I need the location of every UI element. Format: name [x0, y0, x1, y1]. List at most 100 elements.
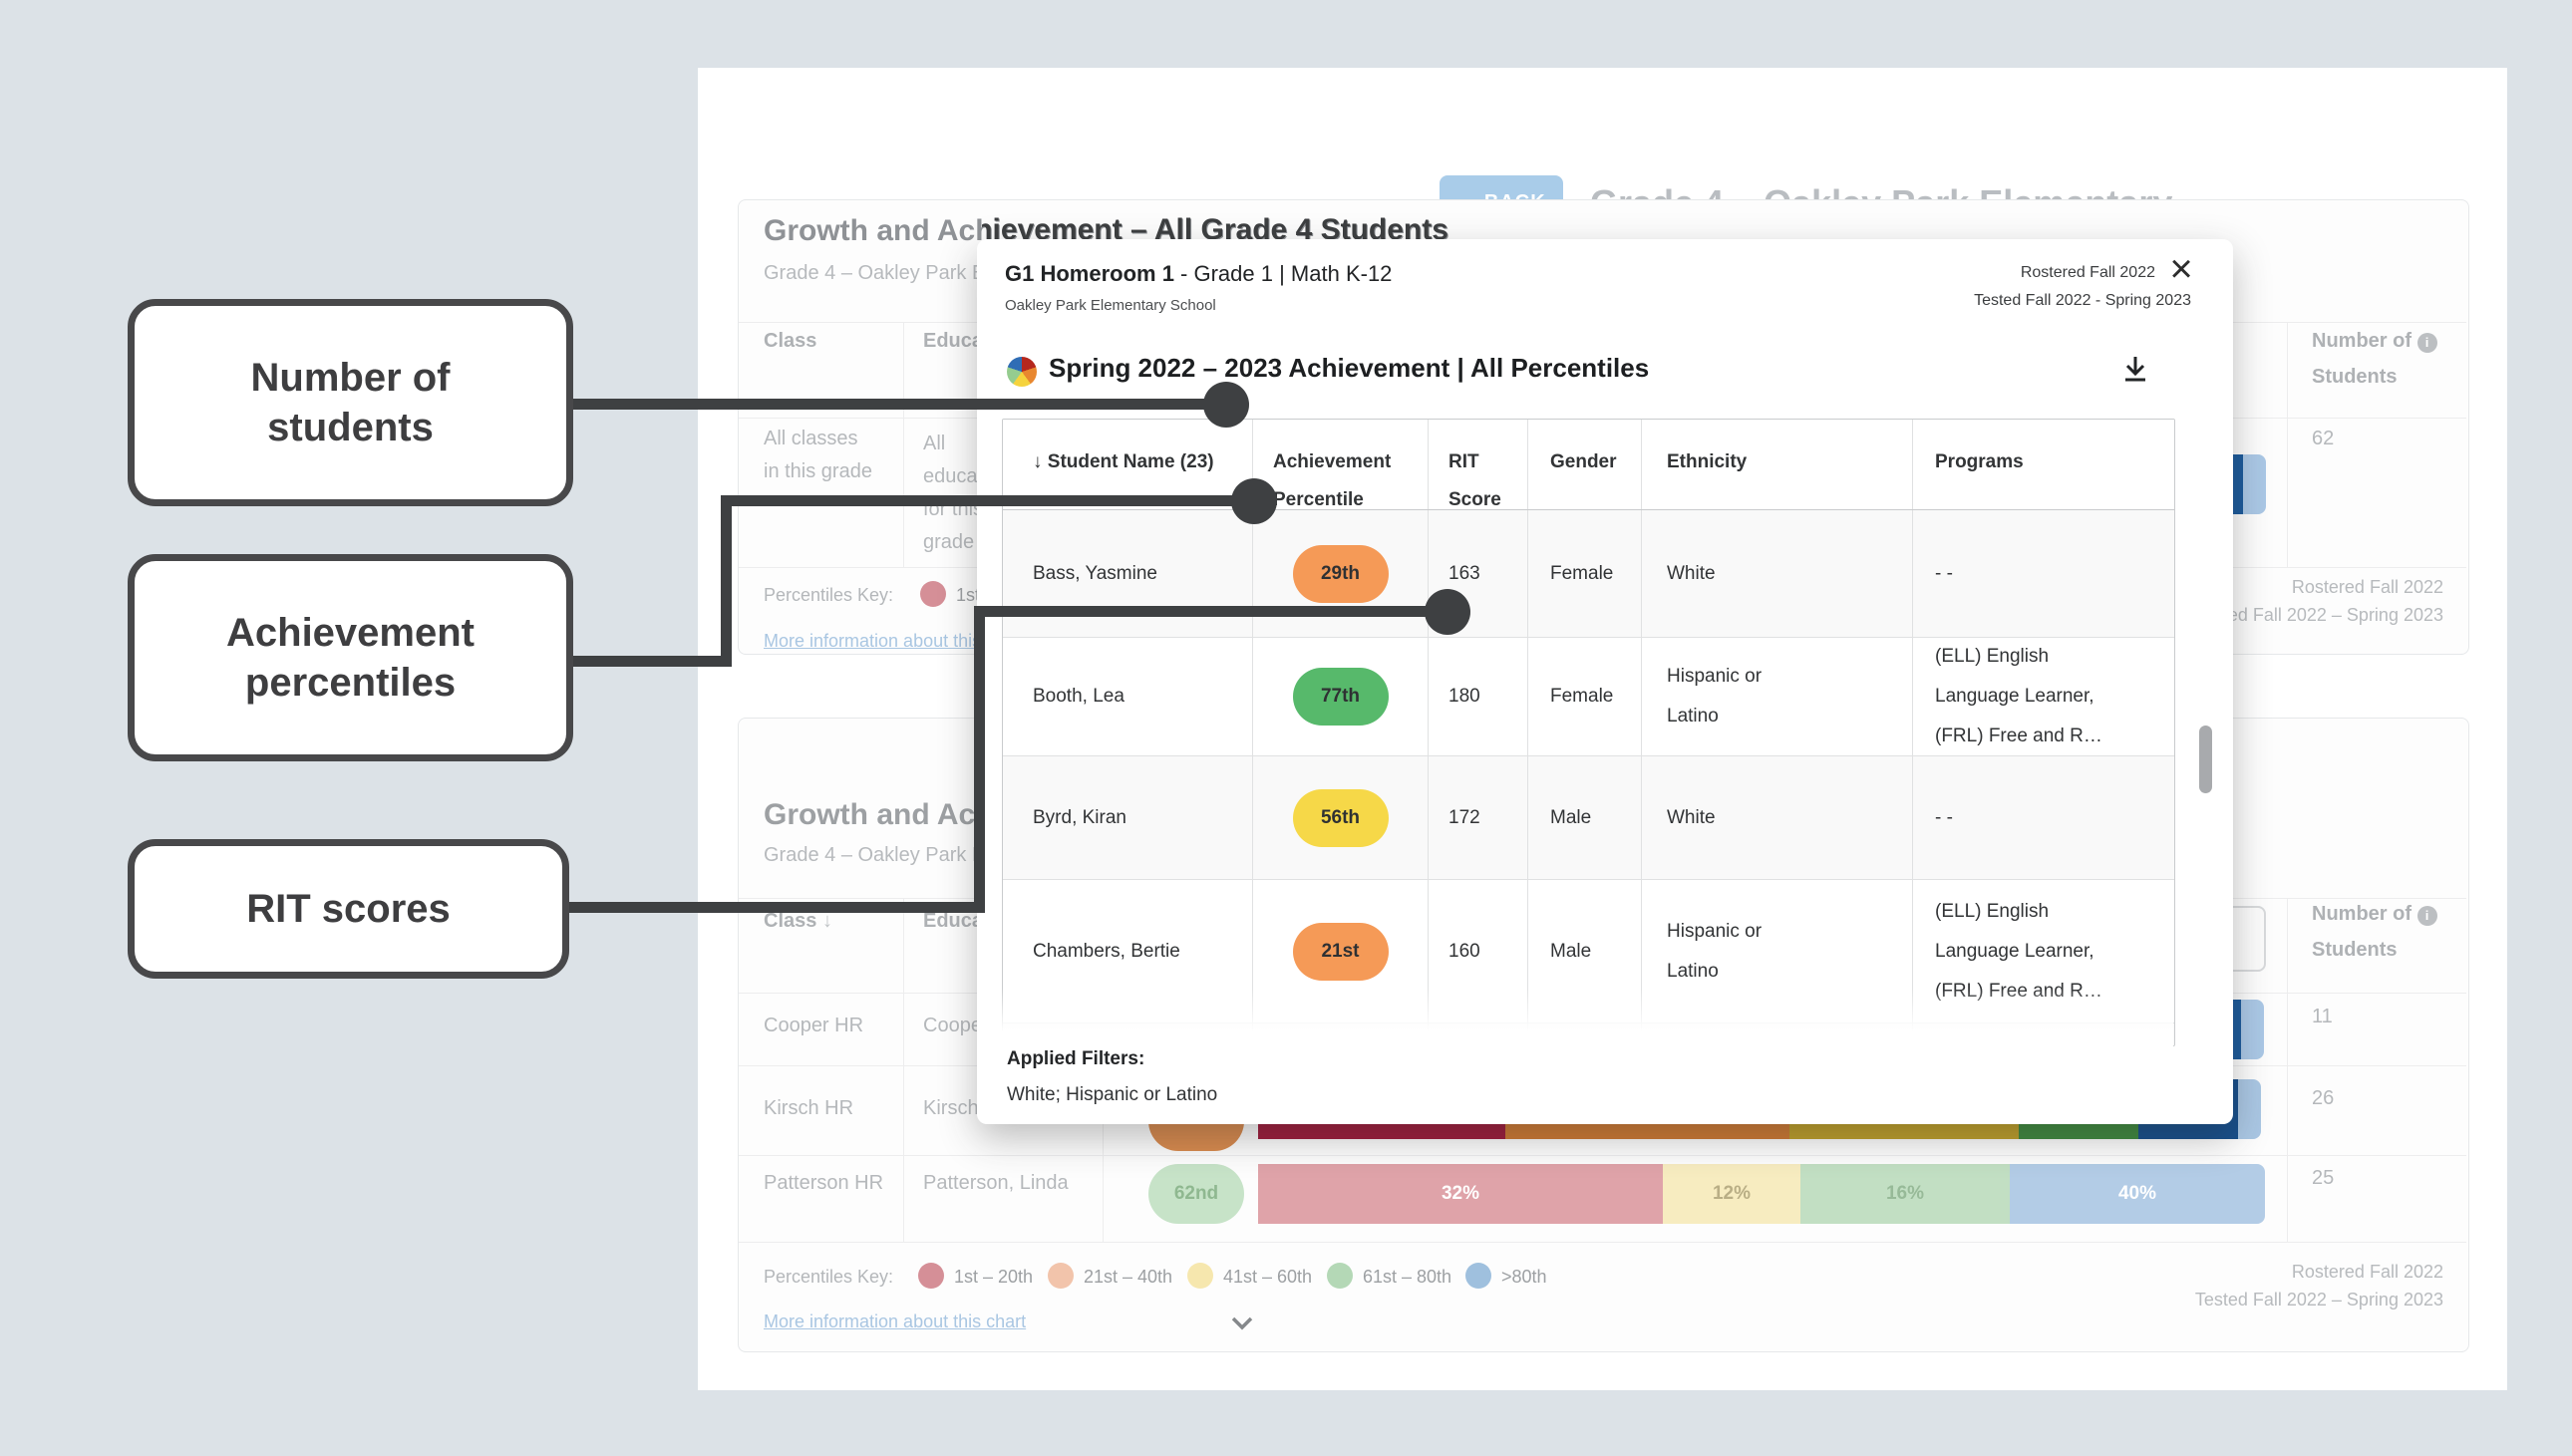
connector-line-rit-2 — [974, 606, 985, 913]
kirsch-seg-tip — [2238, 1079, 2261, 1139]
card2-row1-educator: Cooper — [923, 1015, 989, 1036]
header-ethnicity[interactable]: Ethnicity — [1642, 420, 1913, 509]
connector-line-achievement-2 — [721, 495, 732, 667]
card2-tested: Tested Fall 2022 – Spring 2023 — [2194, 1290, 2443, 1310]
scrollbar-thumb[interactable] — [2199, 726, 2212, 793]
patterson-seg-yellow: 12% — [1663, 1164, 1800, 1224]
table-row: Booth, Lea 77th 180 Female Hispanic or L… — [1003, 638, 2174, 756]
modal-tested: Tested Fall 2022 - Spring 2023 — [1974, 292, 2191, 309]
connector-dot-achievement — [1231, 478, 1277, 524]
gender: Male — [1528, 756, 1642, 879]
card2-row2-class[interactable]: Kirsch HR — [764, 1097, 854, 1119]
patterson-stacked-bar: 32% 12% 16% 40% — [1258, 1164, 2265, 1224]
close-icon[interactable]: × — [2159, 247, 2203, 291]
callout-rit-scores: RIT scores — [128, 839, 569, 979]
card1-row-class-l1: All classes — [764, 428, 858, 449]
card1-bar-segment-light-blue — [2243, 454, 2266, 514]
table-row: Byrd, Kiran 56th 172 Male White - - — [1003, 756, 2174, 880]
header-programs[interactable]: Programs — [1935, 451, 2024, 472]
card1-rostered: Rostered Fall 2022 — [2291, 577, 2443, 597]
ethnicity: White — [1642, 510, 1913, 637]
card2-row1-class[interactable]: Cooper HR — [764, 1015, 864, 1036]
programs: (ELL) English Language Learner, (FRL) Fr… — [1935, 646, 2102, 746]
percentile-pill: 77th — [1292, 668, 1389, 726]
key-dot-1st-20th — [918, 1263, 944, 1289]
student-name: Byrd, Kiran — [1003, 756, 1253, 879]
rit-score: 160 — [1429, 880, 1528, 1022]
callout-achievement-percentiles: Achievement percentiles — [128, 554, 573, 761]
card1-percentiles-key-label: Percentiles Key: — [764, 585, 894, 605]
header-gender[interactable]: Gender — [1528, 420, 1642, 509]
card2-percentiles-key-label: Percentiles Key: — [764, 1267, 894, 1287]
card2-row2-educator: Kirsch — [923, 1097, 979, 1119]
callout-number-of-students: Number of students — [128, 299, 573, 506]
card2-col-students: Students — [2312, 939, 2398, 961]
card2-more-info-link[interactable]: More information about this chart — [764, 1311, 1027, 1331]
card2-row3-students: 25 — [2312, 1167, 2335, 1189]
key-item-5: >80th — [1501, 1267, 1547, 1287]
patterson-seg-red: 32% — [1258, 1164, 1663, 1224]
card2-row3-educator: Patterson, Linda — [923, 1172, 1069, 1194]
card2-row3-class[interactable]: Patterson HR — [764, 1172, 884, 1194]
pie-chart-icon — [1007, 357, 1037, 387]
card2-row1-bar-fragment-light — [2241, 1000, 2264, 1059]
card1-more-info-link[interactable]: More information about this chart — [764, 631, 1027, 651]
connector-line-number-of-students — [568, 399, 1226, 410]
modal-school: Oakley Park Elementary School — [1005, 297, 1216, 314]
connector-dot-number-of-students — [1203, 382, 1249, 428]
chevron-down-icon[interactable] — [1229, 1312, 1255, 1334]
class-detail-modal: G1 Homeroom 1 - Grade 1 | Math K-12 Oakl… — [977, 239, 2233, 1124]
card1-title-dark-fragment: Growth and Achievement – All Grade 4 Stu… — [982, 213, 1448, 239]
gender: Female — [1528, 510, 1642, 637]
table-row: Chambers, Bertie 21st 160 Male Hispanic … — [1003, 880, 2174, 1023]
connector-line-rit-3 — [974, 606, 1447, 617]
ethnicity: Hispanic or Latino — [1642, 880, 1913, 1022]
key-dot-1st-20th — [920, 581, 946, 607]
applied-filters-label: Applied Filters: — [1007, 1048, 1145, 1069]
modal-chart-title: Spring 2022 – 2023 Achievement | All Per… — [1049, 353, 1650, 383]
student-name: Booth, Lea — [1003, 638, 1253, 755]
card1-number-of-students-value: 62 — [2312, 428, 2335, 449]
connector-line-achievement-3 — [721, 495, 1252, 506]
programs-faded: (ELL) English — [1913, 1023, 2174, 1045]
header-achievement-percentile[interactable]: Achievement Percentile — [1253, 420, 1429, 510]
modal-class-subject: - Grade 1 | Math K-12 — [1173, 261, 1393, 286]
student-name: Bass, Yasmine — [1003, 510, 1253, 637]
table-row: Bass, Yasmine 29th 163 Female White - - — [1003, 510, 2174, 638]
ethnicity: White — [1642, 756, 1913, 879]
programs: (ELL) English Language Learner, (FRL) Fr… — [1935, 900, 2102, 1002]
student-table: ↓ Student Name (23) Achievement Percenti… — [1002, 419, 2175, 1046]
header-rit-score[interactable]: RIT Score — [1429, 420, 1528, 510]
key-dot-gt80th — [1465, 1263, 1491, 1289]
gender: Female — [1528, 638, 1642, 755]
programs: - - — [1935, 562, 1953, 584]
rit-score: 163 — [1429, 510, 1528, 637]
download-icon[interactable] — [2113, 349, 2157, 393]
patterson-percentile-pill: 62nd — [1148, 1164, 1244, 1224]
header-student-name[interactable]: ↓ Student Name (23) — [1003, 420, 1253, 509]
card1-col-students: Students — [2312, 366, 2398, 388]
key-item-1: 1st – 20th — [954, 1267, 1034, 1287]
callout-label: Achievement percentiles — [226, 611, 475, 705]
key-dot-41st-60th — [1187, 1263, 1213, 1289]
key-item-3: 41st – 60th — [1223, 1267, 1313, 1287]
key-dot-61st-80th — [1327, 1263, 1353, 1289]
callout-label: RIT scores — [246, 887, 451, 931]
gender: Male — [1528, 880, 1642, 1022]
info-icon[interactable]: i — [2416, 333, 2437, 353]
sort-down-icon: ↓ — [1033, 451, 1043, 472]
modal-rostered: Rostered Fall 2022 — [2020, 264, 2155, 281]
card1-row-class-l2: in this grade — [764, 460, 872, 482]
info-icon[interactable]: i — [2416, 906, 2437, 926]
connector-dot-rit — [1425, 589, 1470, 635]
key-item-2: 21st – 40th — [1084, 1267, 1173, 1287]
rit-score: 180 — [1429, 638, 1528, 755]
card2-col-class[interactable]: Class ↓ — [764, 910, 832, 932]
table-row-partial: (ELL) English — [1003, 1023, 2174, 1045]
card1-col-class[interactable]: Class — [764, 330, 817, 352]
connector-line-achievement-1 — [563, 656, 732, 667]
student-name: Chambers, Bertie — [1003, 880, 1253, 1022]
percentile-pill-faded — [1292, 1037, 1389, 1045]
card1-tested: Tested Fall 2022 – Spring 2023 — [2194, 605, 2443, 625]
applied-filters-value: White; Hispanic or Latino — [1007, 1084, 1218, 1105]
